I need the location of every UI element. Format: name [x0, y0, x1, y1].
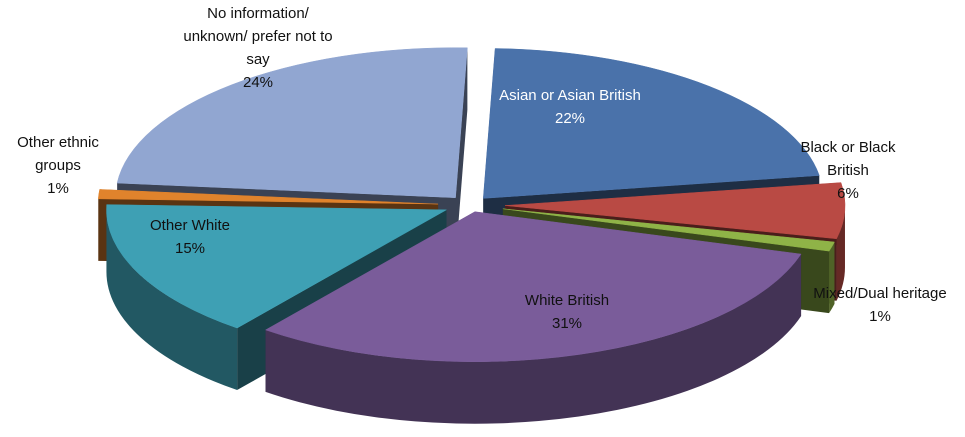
slice-edge-white-british	[265, 254, 802, 424]
category-label: Asian or Asian British	[499, 87, 641, 104]
slice-wall-no-information-unknown-prefer-not-to-say	[455, 47, 468, 260]
slice-other-white	[106, 204, 448, 329]
slice-mixed-dual-heritage	[502, 208, 835, 252]
slice-label-black-or-black-british: Black or Black British 6%	[800, 139, 896, 202]
slice-black-or-black-british	[504, 182, 846, 240]
slice-label-white-british: White British 31%	[525, 292, 609, 332]
slice-no-information-unknown-prefer-not-to-say	[116, 47, 468, 198]
category-label: Other ethnic	[17, 134, 99, 151]
slice-white-british	[264, 211, 802, 362]
slice-label-asian-or-asian-british: Asian or Asian British 22%	[499, 87, 641, 127]
percent-label: 1%	[47, 180, 69, 197]
slice-labels: Asian or Asian British 22%Black or Black B…	[17, 5, 947, 332]
category-label: groups	[35, 157, 81, 174]
percent-label: 6%	[837, 185, 859, 202]
slice-label-mixed-dual-heritage: Mixed/Dual heritage 1%	[813, 285, 946, 325]
slice-edge-other-white	[106, 209, 238, 391]
category-label: say	[246, 51, 270, 68]
category-label: Mixed/Dual heritage	[813, 285, 946, 302]
category-label: Black or Black	[800, 139, 896, 156]
category-label: British	[827, 162, 869, 179]
percent-label: 24%	[243, 74, 273, 91]
percent-label: 15%	[175, 240, 205, 257]
slice-tops	[98, 47, 846, 362]
slice-label-no-information-unknown-prefer-not-to-say: No information/unknown/ prefer not to say…	[183, 5, 332, 91]
category-label: No information/	[207, 5, 310, 22]
percent-label: 31%	[552, 315, 582, 332]
slice-asian-or-asian-british	[483, 48, 820, 199]
slice-edge-mixed-dual-heritage	[829, 242, 835, 314]
category-label: White British	[525, 292, 609, 309]
slice-label-other-white: Other White 15%	[150, 217, 230, 257]
category-label: unknown/ prefer not to	[183, 28, 332, 45]
slice-label-other-ethnic-groups: Other ethnic groups 1%	[17, 134, 99, 197]
slice-other-ethnic-groups	[98, 189, 439, 205]
slice-edge-black-or-black-british	[836, 205, 845, 301]
percent-label: 1%	[869, 308, 891, 325]
percent-label: 22%	[555, 110, 585, 127]
category-label: Other White	[150, 217, 230, 234]
